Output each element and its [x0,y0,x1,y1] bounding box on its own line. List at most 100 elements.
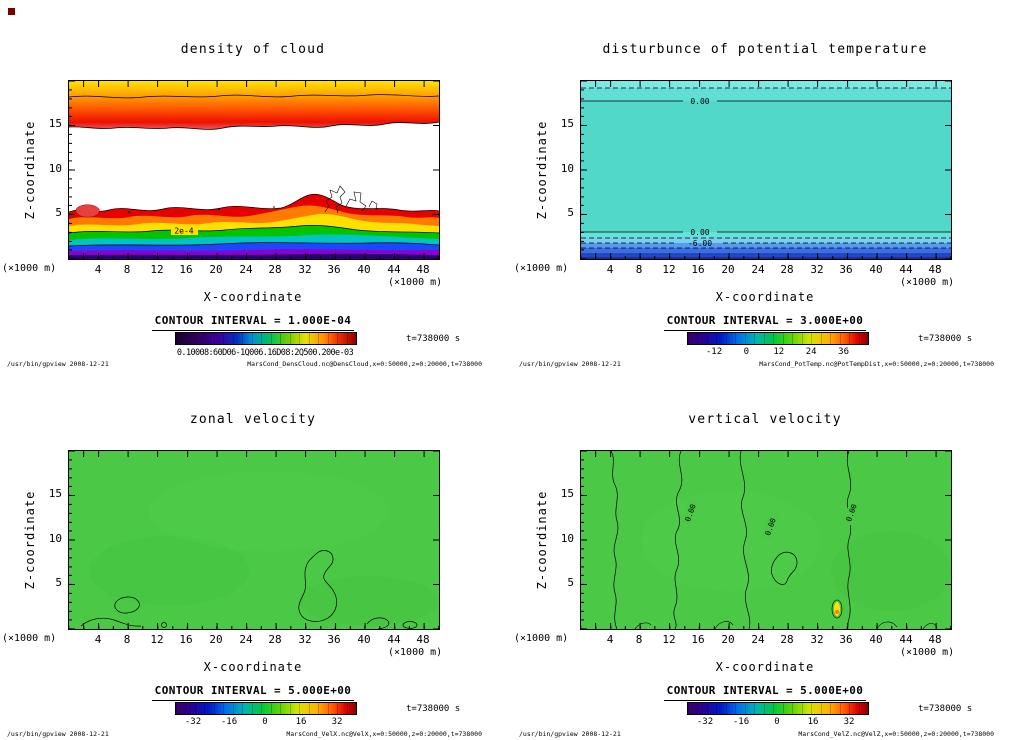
x-tick-label: 40 [357,633,371,646]
colorbar-tick: 32 [843,717,855,727]
panel-vertical-velocity: vertical velocity Z-coordinate 0.00 0.00 [512,370,1024,740]
footer-command: /usr/bin/gpview 2008-12-21 [519,360,621,368]
x-tick-label: 32 [810,633,824,646]
colorbar [175,332,357,345]
contour-line [69,94,439,99]
footer-command: /usr/bin/gpview 2008-12-21 [7,730,109,738]
x-tick-label: 4 [606,263,614,276]
contour-line [69,242,439,247]
y-tick-label: 5 [567,576,574,589]
y-axis-label: Z-coordinate [23,490,37,590]
x-tick-label: 28 [268,263,282,276]
x-tick-label: 12 [150,633,164,646]
x-unit-label: (×1000 m) [900,277,955,288]
y-unit-label: (×1000 m) [2,633,57,644]
y-axis-label: Z-coordinate [23,120,37,220]
contour-line [69,193,439,213]
contour-line [610,451,619,629]
x-tick-label: 16 [179,263,193,276]
contour-loop [831,599,843,619]
x-tick-label: 16 [691,633,705,646]
x-tick-label: 8 [635,263,643,276]
footer-command: /usr/bin/gpview 2008-12-21 [7,360,109,368]
x-tick-label: 36 [839,633,853,646]
colorbar-tick: 0 [774,717,780,727]
x-tick-label: 16 [691,263,705,276]
colorbar-tick: 24 [805,347,817,357]
y-tick-label: 10 [560,532,574,545]
y-tick-label: 15 [560,487,574,500]
plot-frame [68,450,440,630]
velx-field [69,451,439,629]
x-tick-label: 8 [123,263,131,276]
x-unit-label: (×1000 m) [388,277,443,288]
x-tick-label: 40 [357,263,371,276]
plot-frame: 0.00 0.00 0.00 [580,450,952,630]
time-label: t=738000 s [918,704,973,714]
colorbar-tick-labels: 0.10008:60D06-1Q006.16D08:2Q500.200e-03 [176,348,354,358]
contour-label: -6.00 [688,239,712,248]
colorbar-tick-labels: -32 -16 0 16 32 [175,717,355,728]
x-tick-label: 12 [150,263,164,276]
time-label: t=738000 s [406,704,461,714]
x-tick-label: 20 [209,633,223,646]
colorbar [687,332,869,345]
x-tick-label: 48 [416,633,430,646]
footer-datasource: MarsCond_VelZ.nc@VelZ,x=0:50000,z=0:2000… [798,730,994,738]
colorbar-tick-labels: -12 0 12 24 36 [687,347,867,358]
x-axis-label: X-coordinate [203,660,303,674]
colorbar-tick: -12 [705,347,723,357]
x-tick-label: 44 [387,633,401,646]
panel-potential-temperature: disturbunce of potential temperature Z-c… [512,0,1024,370]
x-tick-label: 16 [179,633,193,646]
x-tick-label: 40 [869,633,883,646]
contour-interval: CONTOUR INTERVAL = 1.000E-04 [68,314,438,331]
x-unit-label: (×1000 m) [388,647,443,658]
colorbar-tick: -16 [220,717,238,727]
colorbar-tick: 12 [773,347,785,357]
x-tick-label: 44 [899,263,913,276]
x-tick-label: 48 [928,263,942,276]
plot-frame: 2e-4 [68,80,440,260]
colorbar-tick: 36 [838,347,850,357]
colorbar-tick: 0 [262,717,268,727]
dcl-corner-marker [8,8,15,15]
x-tick-label: 32 [810,263,824,276]
footer-datasource: MarsCond_DensCloud.nc@DensCloud,x=0:5000… [247,360,482,368]
x-tick-label: 28 [268,633,282,646]
x-tick-label: 36 [839,263,853,276]
density-field: 2e-4 [69,81,439,259]
contour-interval: CONTOUR INTERVAL = 3.000E+00 [580,314,950,331]
cloud-blob [75,204,100,218]
y-tick-label: 5 [55,576,62,589]
time-label: t=738000 s [918,334,973,344]
x-tick-label: 44 [387,263,401,276]
x-unit-label: (×1000 m) [900,647,955,658]
footer-command: /usr/bin/gpview 2008-12-21 [519,730,621,738]
y-axis-label: Z-coordinate [535,490,549,590]
footer-datasource: MarsCond_PotTemp.nc@PotTempDist,x=0:5000… [759,360,994,368]
y-tick-label: 10 [560,162,574,175]
x-axis-label: X-coordinate [715,660,815,674]
y-tick-label: 5 [55,206,62,219]
y-tick-label: 10 [48,162,62,175]
y-unit-label: (×1000 m) [2,263,57,274]
x-tick-label: 20 [209,263,223,276]
colorbar-tick: -16 [732,717,750,727]
x-tick-label: 40 [869,263,883,276]
contour-interval: CONTOUR INTERVAL = 5.000E+00 [580,684,950,701]
x-tick-label: 20 [721,263,735,276]
colorbar-tick: -32 [696,717,714,727]
x-tick-label: 32 [298,263,312,276]
colorbar [687,702,869,715]
y-unit-label: (×1000 m) [514,263,569,274]
x-tick-label: 8 [635,633,643,646]
contour-label: 0.00 [690,97,709,106]
colorbar-tick: 16 [807,717,819,727]
panel-title: density of cloud [180,42,326,57]
x-tick-label: 28 [780,633,794,646]
y-tick-label: 15 [560,117,574,130]
colorbar [175,702,357,715]
x-tick-label: 48 [416,263,430,276]
colorbar-tick: -32 [184,717,202,727]
